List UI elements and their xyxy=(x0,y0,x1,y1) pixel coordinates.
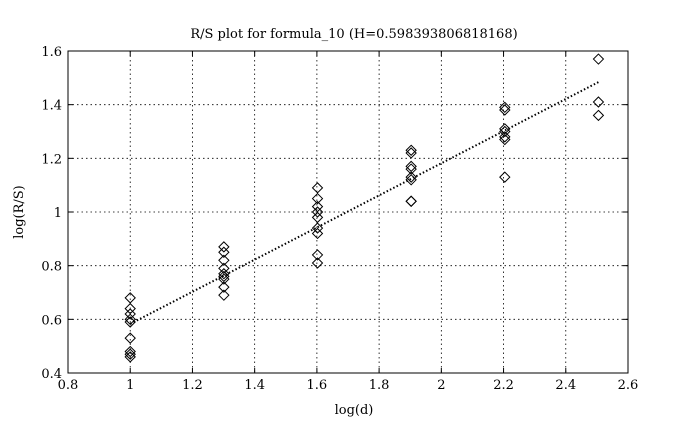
data-point-diamond xyxy=(592,109,605,122)
x-tick-label: 1 xyxy=(126,378,134,393)
data-point-diamond xyxy=(405,144,417,156)
tick-labels: 0.8 1 1.2 1.4 1.6 1.8 2 2.2 2.4 2.6 0.4 0.6 0.8 1 1.2 1… xyxy=(41,45,638,393)
data-point-diamond xyxy=(124,332,136,344)
data-point-diamond xyxy=(405,147,417,159)
data-point-diamond xyxy=(124,292,136,304)
y-tick-label: 0.6 xyxy=(41,313,62,328)
x-tick-label: 1.4 xyxy=(244,378,265,393)
x-tick-label: 1.2 xyxy=(182,378,203,393)
x-axis-label: log(d) xyxy=(335,403,374,418)
data-points xyxy=(124,53,605,363)
data-point-diamond xyxy=(405,174,417,186)
data-point-diamond xyxy=(499,125,511,138)
data-point-diamond xyxy=(405,163,417,175)
data-point-diamond xyxy=(311,257,324,269)
plot-frame xyxy=(67,50,629,374)
y-axis-label: log(R/S) xyxy=(12,185,27,239)
data-point-diamond xyxy=(405,160,417,173)
data-point-diamond xyxy=(124,316,136,328)
x-tick-label: 1.8 xyxy=(369,378,390,393)
data-point-diamond xyxy=(218,289,230,301)
fit-line xyxy=(129,81,599,325)
data-point-diamond xyxy=(311,227,324,240)
data-point-diamond xyxy=(405,195,417,207)
data-point-diamond xyxy=(499,123,511,135)
x-tick-label: 1.6 xyxy=(307,378,328,393)
data-point-diamond xyxy=(311,200,324,213)
data-point-diamond xyxy=(218,254,230,267)
x-tick-label: 2.4 xyxy=(555,378,576,393)
data-point-diamond xyxy=(592,96,605,108)
data-point-diamond xyxy=(124,351,136,363)
data-point-diamond xyxy=(124,308,136,320)
data-point-diamond xyxy=(499,171,511,183)
data-point-diamond xyxy=(218,281,230,293)
y-tick-label: 0.4 xyxy=(41,367,62,382)
x-tick-label: 2 xyxy=(437,378,445,393)
data-point-diamond xyxy=(124,348,136,360)
y-tick-label: 0.8 xyxy=(41,260,62,275)
data-point-diamond xyxy=(311,222,324,234)
data-point-diamond xyxy=(499,104,511,116)
data-point-diamond xyxy=(311,182,324,194)
y-tick-label: 1.2 xyxy=(41,152,62,167)
data-point-diamond xyxy=(218,241,230,253)
x-tick-label: 0.8 xyxy=(58,378,79,393)
data-point-diamond xyxy=(592,53,605,65)
y-tick-label: 1 xyxy=(54,206,62,221)
data-point-diamond xyxy=(311,211,324,224)
data-point-diamond xyxy=(218,268,230,280)
data-point-diamond xyxy=(499,131,511,143)
data-point-diamond xyxy=(218,262,230,275)
data-point-diamond xyxy=(218,270,230,283)
chart-title: R/S plot for formula_10 (H=0.59839380681… xyxy=(190,27,517,42)
data-point-diamond xyxy=(124,345,136,358)
data-point-diamond xyxy=(499,101,511,114)
data-point-diamond xyxy=(218,246,230,258)
data-point-diamond xyxy=(311,249,324,261)
data-point-diamond xyxy=(218,273,230,285)
data-point-diamond xyxy=(499,133,511,146)
data-point-diamond xyxy=(124,302,136,315)
data-point-diamond xyxy=(405,171,417,183)
x-tick-label: 2.6 xyxy=(618,378,639,393)
fit-line-group xyxy=(129,81,599,325)
x-tick-label: 2.2 xyxy=(493,378,514,393)
data-point-diamond xyxy=(405,195,417,207)
data-point-diamond xyxy=(311,206,324,218)
y-tick-label: 1.6 xyxy=(41,45,62,60)
data-point-diamond xyxy=(311,192,324,205)
data-point-diamond xyxy=(124,313,136,326)
y-tick-label: 1.4 xyxy=(41,99,62,114)
